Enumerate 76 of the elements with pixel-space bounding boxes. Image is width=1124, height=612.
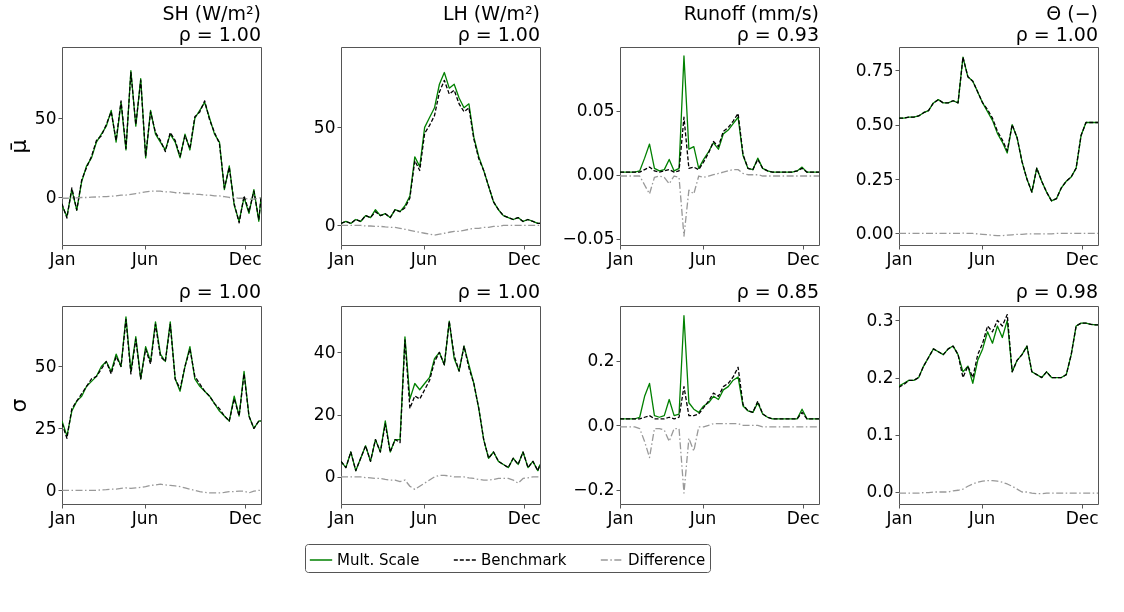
y-tick-label: 0.05 — [576, 100, 615, 121]
line-series — [341, 474, 540, 491]
y-tick-label: 40 — [313, 341, 336, 362]
x-tick-label: Dec — [786, 507, 820, 528]
x-tick-label: Jun — [409, 507, 438, 528]
line-series — [899, 479, 1098, 495]
chart-title: ρ = 0.85 — [736, 280, 819, 302]
chart-title: ρ = 1.00 — [178, 280, 261, 302]
x-tick-label: Jan — [885, 248, 913, 269]
y-tick-label: 25 — [34, 417, 57, 438]
y-tick-label: 0 — [324, 214, 336, 235]
legend-label: Mult. Scale — [337, 551, 420, 569]
chart-subtitle: ρ = 1.00 — [178, 23, 261, 45]
line-series — [620, 112, 819, 173]
chart-title: SH (W/m²) — [162, 2, 261, 24]
chart-title: ρ = 1.00 — [457, 280, 540, 302]
x-tick-label: Jun — [130, 248, 159, 269]
y-tick-label: 0 — [45, 186, 57, 207]
line-series — [620, 366, 819, 420]
y-tick-label: −0.05 — [562, 228, 615, 249]
x-tick-label: Jun — [409, 248, 438, 269]
x-tick-label: Jan — [48, 507, 76, 528]
x-tick-label: Jun — [688, 248, 717, 269]
line-series — [341, 320, 540, 472]
y-axis-title: μ̄ — [5, 139, 31, 154]
x-tick-label: Jan — [327, 507, 355, 528]
x-tick-label: Dec — [1065, 248, 1099, 269]
y-tick-label: 0 — [324, 466, 336, 487]
chart-title: Θ (−) — [1046, 2, 1098, 24]
x-tick-label: Dec — [228, 507, 262, 528]
line-series — [899, 56, 1098, 202]
chart-subtitle: ρ = 1.00 — [457, 23, 540, 45]
x-tick-label: Dec — [786, 248, 820, 269]
chart-subtitle: ρ = 1.00 — [1015, 23, 1098, 45]
y-tick-label: 0.25 — [855, 168, 894, 189]
legend-label: Benchmark — [481, 551, 567, 569]
y-tick-label: 0.2 — [866, 367, 894, 388]
x-tick-label: Jan — [48, 248, 76, 269]
y-tick-label: 50 — [34, 355, 57, 376]
x-tick-label: Jun — [967, 248, 996, 269]
chart-title: Runoff (mm/s) — [683, 2, 819, 24]
y-tick-label: 20 — [313, 404, 336, 425]
y-tick-label: −0.2 — [573, 479, 615, 500]
chart-title: LH (W/m²) — [442, 2, 540, 24]
y-axis-title: σ — [5, 398, 31, 413]
y-tick-label: 0.3 — [866, 309, 894, 330]
y-tick-label: 0.00 — [855, 222, 894, 243]
x-tick-label: Jun — [688, 507, 717, 528]
x-tick-label: Jun — [967, 507, 996, 528]
y-tick-label: 0.50 — [855, 114, 894, 135]
x-tick-label: Dec — [507, 507, 541, 528]
x-tick-label: Dec — [1065, 507, 1099, 528]
chart-title: ρ = 0.98 — [1015, 280, 1098, 302]
x-tick-label: Jan — [327, 248, 355, 269]
x-tick-label: Dec — [507, 248, 541, 269]
y-tick-label: 50 — [313, 116, 336, 137]
y-tick-label: 0.0 — [587, 414, 615, 435]
line-series — [62, 483, 261, 494]
x-tick-label: Jan — [885, 507, 913, 528]
legend-label: Difference — [628, 551, 706, 569]
line-series — [341, 224, 540, 236]
line-series — [620, 423, 819, 494]
y-tick-label: 50 — [34, 107, 57, 128]
chart-subtitle: ρ = 0.93 — [736, 23, 819, 45]
y-tick-label: 0.00 — [576, 164, 615, 185]
x-tick-label: Jun — [130, 507, 159, 528]
y-tick-label: 0 — [45, 479, 57, 500]
x-tick-label: Jan — [606, 507, 634, 528]
y-tick-label: 0.2 — [587, 350, 615, 371]
y-tick-label: 0.75 — [855, 59, 894, 80]
x-tick-label: Jan — [606, 248, 634, 269]
line-series — [620, 168, 819, 237]
x-tick-label: Dec — [228, 248, 262, 269]
line-series — [62, 190, 261, 200]
y-tick-label: 0.1 — [866, 424, 894, 445]
y-tick-label: 0.0 — [866, 481, 894, 502]
